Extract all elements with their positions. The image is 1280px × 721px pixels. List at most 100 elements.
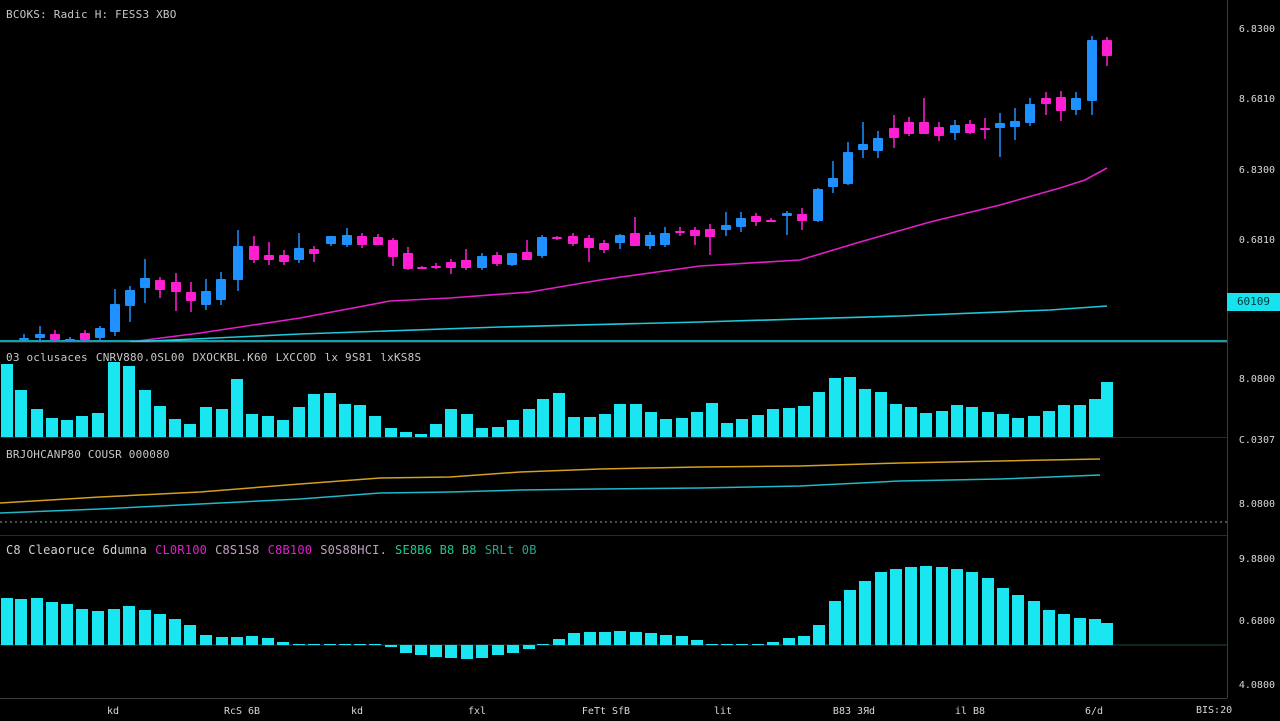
- candle[interactable]: [873, 131, 883, 158]
- candle[interactable]: [417, 266, 427, 269]
- candle[interactable]: [1041, 92, 1051, 115]
- candle[interactable]: [249, 236, 259, 263]
- time-axis[interactable]: kd RcS 6B kd fxl FeTt SfB lit B83 ЗЯd il…: [0, 698, 1227, 721]
- candle[interactable]: [492, 252, 502, 266]
- candle[interactable]: [326, 236, 336, 246]
- candle[interactable]: [736, 212, 746, 232]
- candle[interactable]: [50, 330, 60, 342]
- volume-title-part: lx 9S81: [324, 351, 373, 364]
- candle[interactable]: [615, 234, 625, 249]
- candle[interactable]: [522, 240, 532, 260]
- candle[interactable]: [477, 253, 487, 270]
- candle[interactable]: [216, 272, 226, 305]
- candle[interactable]: [35, 326, 45, 342]
- candle[interactable]: [171, 273, 181, 311]
- candle[interactable]: [568, 233, 578, 246]
- volume-bar: [123, 366, 135, 437]
- candle[interactable]: [446, 259, 456, 274]
- candle[interactable]: [233, 230, 243, 291]
- candle[interactable]: [934, 122, 944, 141]
- candle[interactable]: [80, 330, 90, 342]
- candle[interactable]: [599, 240, 609, 253]
- candle[interactable]: [1025, 98, 1035, 126]
- candle[interactable]: [843, 142, 853, 185]
- candle[interactable]: [65, 337, 75, 342]
- candle[interactable]: [584, 235, 594, 262]
- candle[interactable]: [373, 234, 383, 245]
- candle[interactable]: [995, 113, 1005, 157]
- oscillator-pane[interactable]: C8 Cleaoruce 6dumna CL0R100 C8S1S8 C8B100 S0…: [0, 535, 1227, 698]
- candle[interactable]: [660, 227, 670, 247]
- candle[interactable]: [95, 326, 105, 342]
- candlestick-chart[interactable]: [0, 0, 1227, 342]
- candle[interactable]: [858, 122, 868, 158]
- candle[interactable]: [342, 228, 352, 247]
- candle[interactable]: [279, 250, 289, 265]
- moving-average-pane[interactable]: BRJOHCANP80 COUSR 000080: [0, 437, 1227, 535]
- candle[interactable]: [1087, 36, 1097, 115]
- pane-separator[interactable]: [0, 342, 1227, 343]
- volume-bar: [445, 409, 457, 437]
- candle[interactable]: [537, 235, 547, 258]
- candle[interactable]: [110, 289, 120, 336]
- volume-bar: [676, 418, 688, 437]
- volume-bar: [584, 417, 596, 437]
- volume-bar: [1074, 405, 1086, 437]
- candle[interactable]: [828, 161, 838, 193]
- volume-bar: [614, 404, 626, 437]
- price-pane[interactable]: BCOKS: Radic H: FESS3 XBO: [0, 0, 1227, 342]
- candle[interactable]: [645, 232, 655, 249]
- candle[interactable]: [813, 188, 823, 222]
- oscillator-bar: [936, 567, 948, 645]
- candle[interactable]: [461, 249, 471, 270]
- candle[interactable]: [1071, 92, 1081, 115]
- candle[interactable]: [889, 115, 899, 148]
- oscillator-bar: [798, 636, 810, 645]
- candle[interactable]: [721, 212, 731, 236]
- candle[interactable]: [125, 286, 135, 322]
- candle[interactable]: [552, 236, 562, 240]
- pane-separator[interactable]: [0, 437, 1227, 438]
- oscillator-bar: [293, 644, 305, 645]
- volume-bar: [339, 404, 351, 437]
- volume-pane[interactable]: 03 oclusaces CNRV880.0SL00 DXOCKBL.K60 LXCC…: [0, 342, 1227, 437]
- candle[interactable]: [766, 218, 776, 222]
- candle[interactable]: [19, 334, 29, 342]
- volume-bar: [982, 412, 994, 437]
- candle[interactable]: [309, 246, 319, 262]
- candle[interactable]: [630, 217, 640, 246]
- oscillator-bar: [553, 639, 565, 645]
- candle[interactable]: [140, 259, 150, 303]
- candle[interactable]: [1010, 108, 1020, 140]
- candle[interactable]: [186, 282, 196, 312]
- candle[interactable]: [403, 247, 413, 270]
- candle[interactable]: [1056, 91, 1066, 121]
- candle[interactable]: [431, 263, 441, 269]
- candle[interactable]: [980, 118, 990, 139]
- candle[interactable]: [919, 98, 929, 134]
- candle[interactable]: [705, 224, 715, 255]
- time-axis-label: kd: [350, 706, 364, 717]
- candle[interactable]: [1102, 37, 1112, 66]
- candle[interactable]: [294, 233, 304, 263]
- candle[interactable]: [690, 227, 700, 245]
- candle[interactable]: [965, 120, 975, 134]
- oscillator-bar: [369, 644, 381, 645]
- oscillator-bar: [721, 644, 733, 645]
- price-axis[interactable]: 6.8300 8.6810 6.8300 0.6810 8.0800 C.030…: [1227, 0, 1280, 698]
- candle[interactable]: [357, 233, 367, 248]
- candle[interactable]: [797, 208, 807, 230]
- candle[interactable]: [950, 120, 960, 140]
- candle[interactable]: [904, 117, 914, 136]
- candle[interactable]: [264, 242, 274, 265]
- candle[interactable]: [388, 238, 398, 266]
- candle[interactable]: [675, 227, 685, 236]
- candle[interactable]: [507, 253, 517, 266]
- pane-separator[interactable]: [0, 535, 1227, 536]
- candle[interactable]: [751, 213, 761, 226]
- candle[interactable]: [201, 279, 211, 310]
- volume-bar: [324, 393, 336, 437]
- candle[interactable]: [782, 211, 792, 235]
- oscillator-axis-label: 9.8800: [1238, 554, 1275, 565]
- candle[interactable]: [155, 277, 165, 298]
